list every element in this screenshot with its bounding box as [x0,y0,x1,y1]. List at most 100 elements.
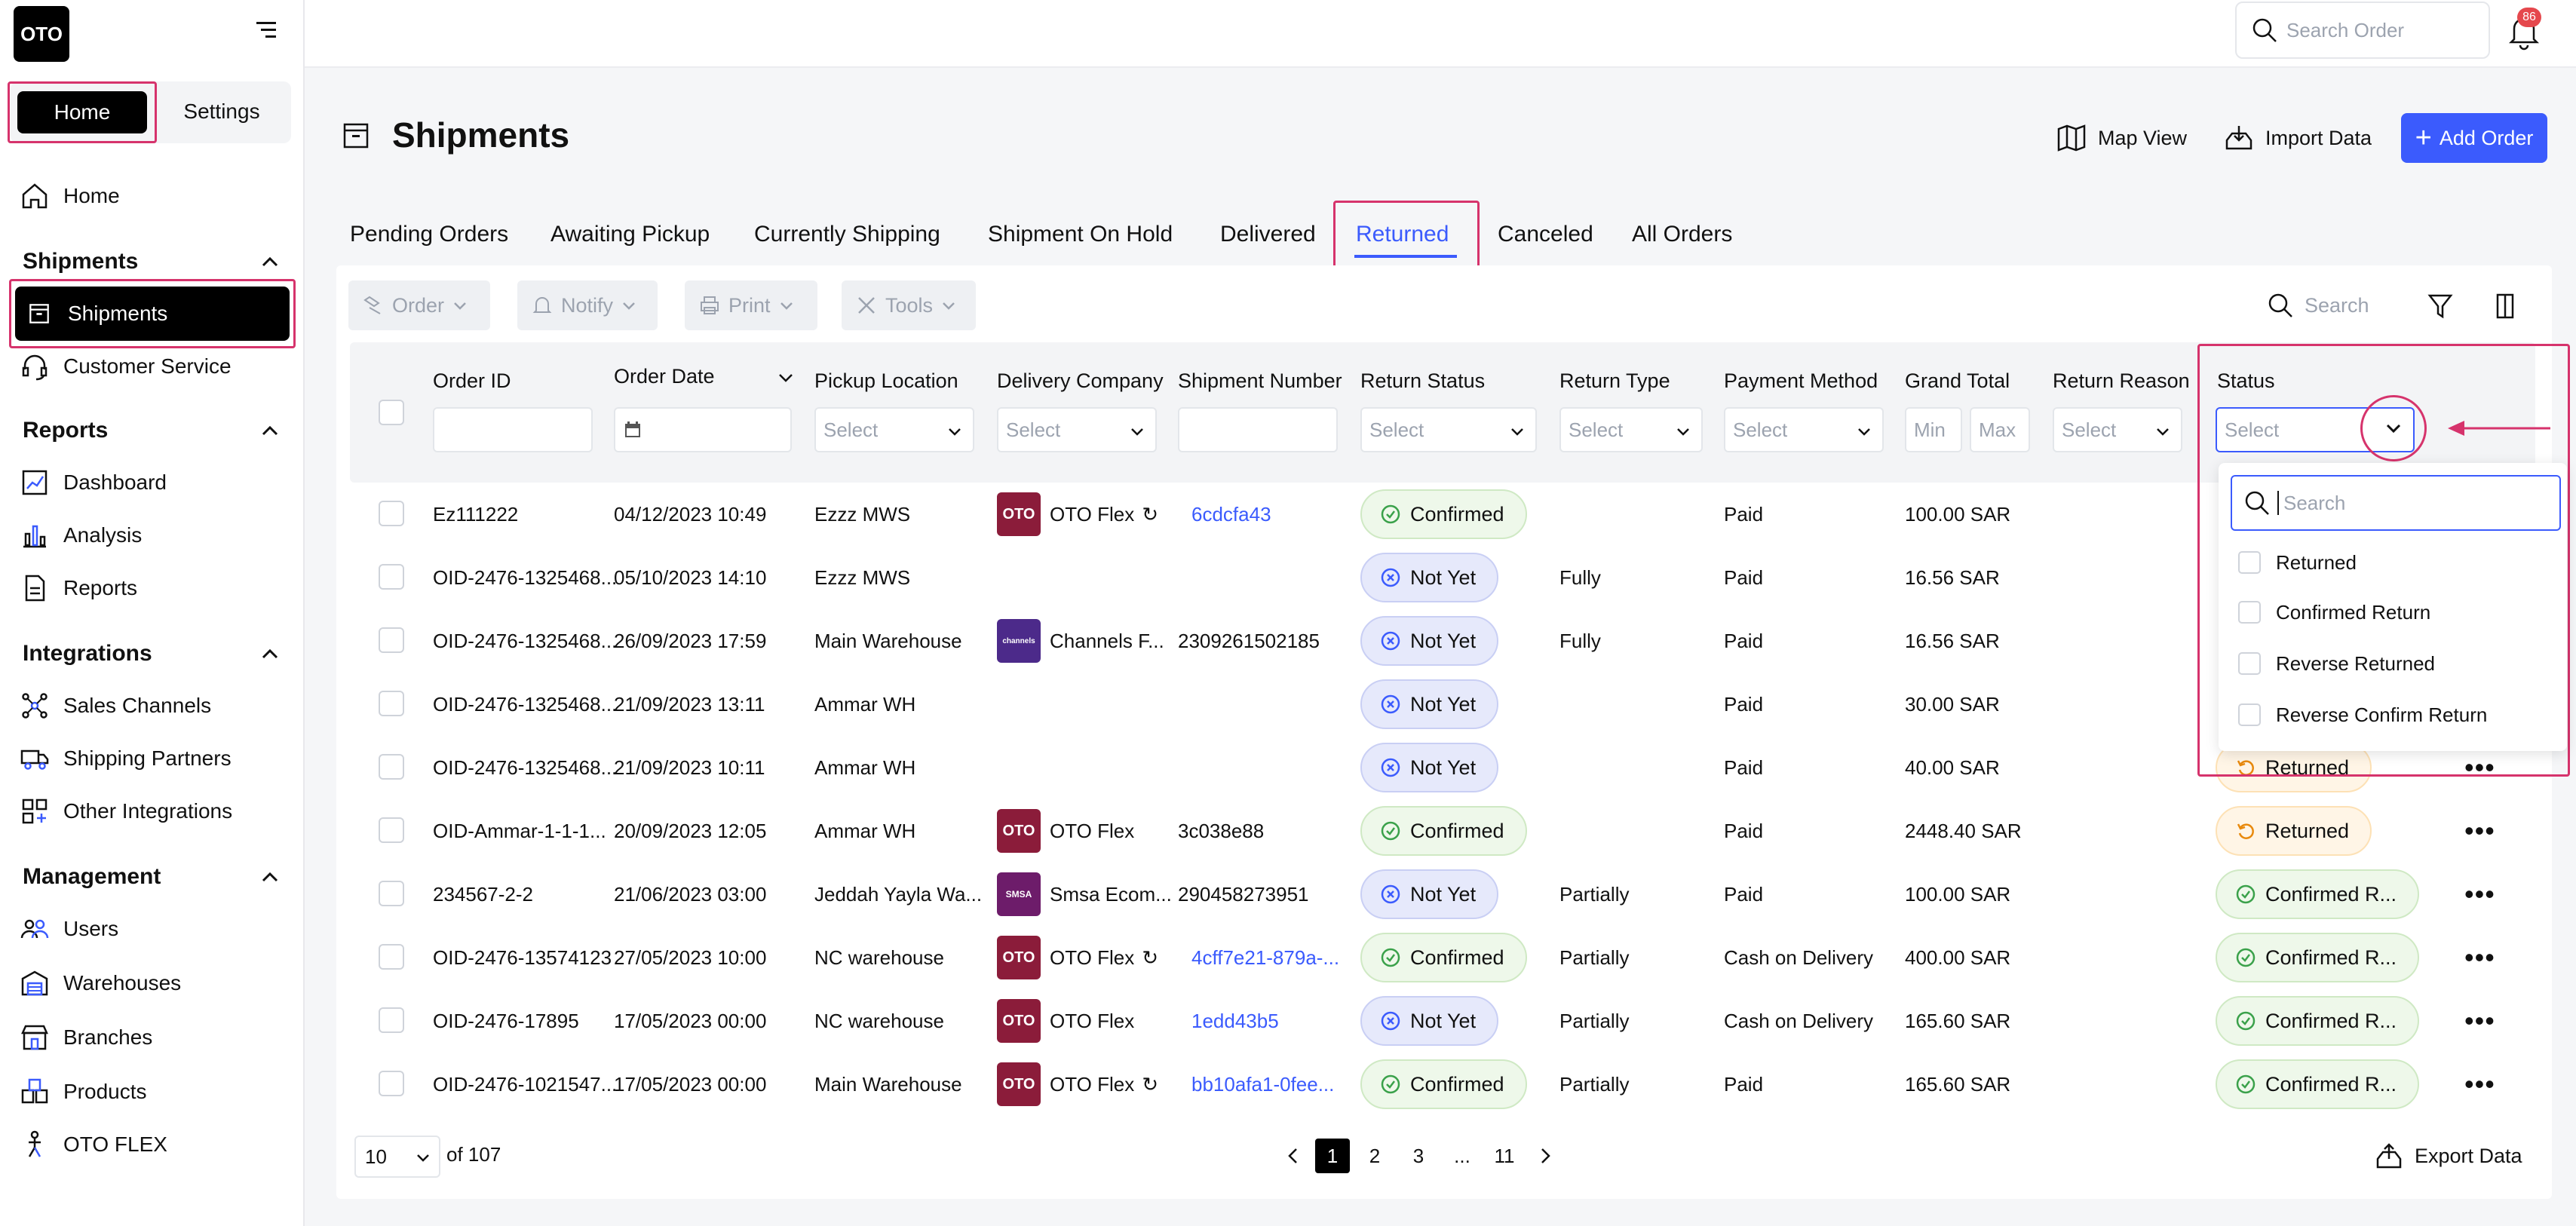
column-order-id[interactable]: Order ID [433,369,511,392]
page-2[interactable]: 2 [1369,1144,1381,1167]
row-checkbox[interactable] [379,754,404,780]
more-actions-icon[interactable]: ••• [2464,1068,2495,1099]
page-11[interactable]: 11 [1494,1144,1515,1167]
table-row[interactable]: Ez111222 04/12/2023 10:49 Ezzz MWS OTO OTO F… [350,483,2535,546]
select-all-checkbox[interactable] [379,400,404,425]
order-id[interactable]: OID-2476-1325468... [433,692,618,716]
table-row[interactable]: OID-Ammar-1-1-1... 20/09/2023 12:05 Ammar … [350,799,2535,863]
pickup-location-filter[interactable]: Select [814,407,974,452]
order-id[interactable]: OID-Ammar-1-1-1... [433,819,606,842]
order-id-filter[interactable] [433,407,593,452]
more-actions-icon[interactable]: ••• [2464,878,2495,909]
payment-method-filter[interactable]: Select [1724,407,1884,452]
column-return-type[interactable]: Return Type [1559,369,1670,392]
print-button[interactable]: Print [685,280,817,330]
add-order-button[interactable]: + Add Order [2401,113,2547,163]
row-checkbox[interactable] [379,944,404,970]
more-actions-icon[interactable]: ••• [2464,752,2495,783]
sort-chevron-icon[interactable] [777,369,795,386]
chevron-down-icon[interactable] [2383,419,2404,437]
column-status[interactable]: Status [2217,369,2275,392]
status-option-returned[interactable]: Returned [2238,546,2357,579]
chevron-up-icon[interactable] [259,644,281,665]
reload-icon[interactable]: ↻ [1142,502,1158,526]
grand-total-max[interactable]: Max [1970,407,2030,452]
tab-home[interactable]: Home [17,91,147,133]
search-order-input[interactable]: Search Order [2235,2,2490,59]
row-checkbox[interactable] [379,1071,404,1096]
order-id[interactable]: OID-2476-13574123 [433,946,612,969]
tab-all-orders[interactable]: All Orders [1632,222,1733,247]
sidebar-item-products[interactable]: Products [18,1071,147,1113]
tab-returned[interactable]: Returned [1356,222,1449,247]
tab-canceled[interactable]: Canceled [1498,222,1593,247]
more-actions-icon[interactable]: ••• [2464,1005,2495,1036]
rows-per-page-select[interactable]: 10 [354,1136,440,1178]
order-id[interactable]: OID-2476-1021547... [433,1072,618,1096]
reload-icon[interactable]: ↻ [1142,946,1158,969]
table-row[interactable]: OID-2476-13574123 27/05/2023 10:00 NC ware… [350,926,2535,989]
sidebar-item-customer-service[interactable]: Customer Service [18,345,232,388]
column-return-reason[interactable]: Return Reason [2053,369,2190,392]
order-date-filter[interactable] [614,407,792,452]
row-checkbox[interactable] [379,1007,404,1033]
sidebar-item-analysis[interactable]: Analysis [18,514,142,556]
menu-collapse-icon[interactable] [253,20,279,41]
row-checkbox[interactable] [379,627,404,653]
row-checkbox[interactable] [379,691,404,716]
more-actions-icon[interactable]: ••• [2464,815,2495,846]
sidebar-item-warehouses[interactable]: Warehouses [18,962,181,1004]
status-option-confirmed-return[interactable]: Confirmed Return [2238,596,2430,629]
column-pickup-location[interactable]: Pickup Location [814,369,958,392]
option-checkbox[interactable] [2238,601,2261,624]
page-1[interactable]: 1 [1315,1139,1350,1173]
sidebar-item-sales-channels[interactable]: Sales Channels [18,685,211,727]
import-data-button[interactable]: Import Data [2223,113,2372,163]
column-shipment-number[interactable]: Shipment Number [1178,369,1342,392]
status-option-reverse-returned[interactable]: Reverse Returned [2238,647,2435,680]
chevron-up-icon[interactable] [259,421,281,442]
sidebar-item-shipping-partners[interactable]: Shipping Partners [18,737,232,780]
column-delivery-company[interactable]: Delivery Company [997,369,1164,392]
sidebar-item-branches[interactable]: Branches [18,1016,152,1059]
chevron-up-icon[interactable] [259,252,281,273]
table-row[interactable]: OID-2476-1325468... 21/09/2023 13:11 Ammar… [350,673,2535,736]
grand-total-min[interactable]: Min [1905,407,1962,452]
order-id[interactable]: OID-2476-1325468... [433,565,618,589]
table-row[interactable]: 234567-2-2 21/06/2023 03:00 Jeddah Yayla W… [350,863,2535,926]
return-status-filter[interactable]: Select [1360,407,1537,452]
shipment-number[interactable]: 4cff7e21-879a-... [1191,946,1340,969]
table-row[interactable]: OID-2476-1325468... 26/09/2023 17:59 Main … [350,609,2535,673]
sidebar-item-dashboard[interactable]: Dashboard [18,461,167,504]
export-data-button[interactable]: Export Data [2374,1137,2522,1175]
shipment-number[interactable]: 6cdcfa43 [1191,502,1271,526]
table-row[interactable]: OID-2476-17895 17/05/2023 00:00 NC warehou… [350,989,2535,1053]
column-grand-total[interactable]: Grand Total [1905,369,2010,392]
order-id[interactable]: Ez111222 [433,502,519,526]
column-return-status[interactable]: Return Status [1360,369,1486,392]
status-option-reverse-confirm-return[interactable]: Reverse Confirm Return [2238,698,2487,731]
option-checkbox[interactable] [2238,652,2261,675]
chevron-up-icon[interactable] [259,867,281,888]
sidebar-item-other-integrations[interactable]: Other Integrations [18,790,232,832]
table-row[interactable]: OID-2476-1021547... 17/05/2023 00:00 Main … [350,1053,2535,1116]
shipment-number-filter[interactable] [1178,407,1338,452]
sidebar-item-users[interactable]: Users [18,908,118,950]
chevron-left-icon[interactable] [1283,1146,1303,1166]
order-id[interactable]: OID-2476-1325468... [433,629,618,652]
tab-delivered[interactable]: Delivered [1220,222,1316,247]
return-type-filter[interactable]: Select [1559,407,1703,452]
tab-pending-orders[interactable]: Pending Orders [350,222,509,247]
sidebar-item-shipments[interactable]: Shipments [15,287,290,341]
option-checkbox[interactable] [2238,703,2261,726]
chevron-right-icon[interactable] [1535,1146,1555,1166]
filter-icon[interactable] [2427,291,2454,321]
sidebar-item-home[interactable]: Home [18,175,120,217]
row-checkbox[interactable] [379,817,404,843]
sidebar-item-oto-flex[interactable]: OTO FLEX [18,1123,167,1166]
order-id[interactable]: 234567-2-2 [433,882,533,906]
table-row[interactable]: OID-2476-1325468... 21/09/2023 10:11 Ammar… [350,736,2535,799]
page-3[interactable]: 3 [1412,1144,1424,1167]
table-search[interactable]: Search [2265,287,2369,324]
tools-button[interactable]: Tools [842,280,976,330]
